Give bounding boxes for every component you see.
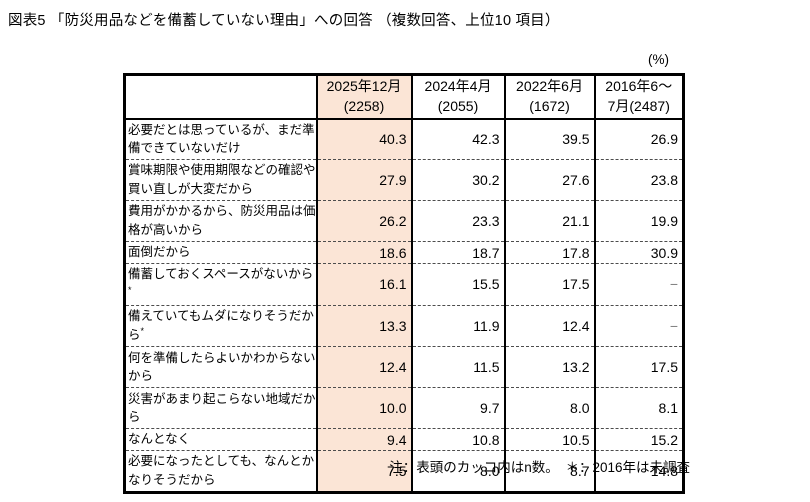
footnote: 注：表頭のカッコ内はn数。 ＊：2016年は未調査 xyxy=(389,460,690,475)
value-cell: 30.2 xyxy=(410,159,505,201)
value-cell: 19.9 xyxy=(593,200,684,242)
footnote-marker: * xyxy=(140,326,145,337)
row-label: 必要だとは思っているが、まだ準備できていないだけ xyxy=(128,122,315,156)
value-cell: 15.2 xyxy=(593,428,684,451)
value-cell: 17.5 xyxy=(503,263,595,306)
value-cell: 21.1 xyxy=(503,200,595,242)
col-header-line1: 2016年6～ xyxy=(605,78,673,95)
value-cell-na: − xyxy=(593,263,684,306)
value-cell: 10.0 xyxy=(315,387,412,429)
row-label: 何を準備したらよいかわからないから xyxy=(128,350,316,384)
row-label-cell: 備蓄しておくスペースがないから * xyxy=(123,263,317,306)
col-header-line1: 2025年12月 xyxy=(326,78,402,95)
col-header-2025-12: 2025年12月 (2258) xyxy=(315,74,412,120)
value-cell: 10.5 xyxy=(503,428,595,451)
value-cell: 10.8 xyxy=(410,428,505,451)
value-cell: 18.6 xyxy=(315,241,412,264)
survey-results-table: 2025年12月 (2258) 2024年4月 (2055) 2022年6月 (167… xyxy=(123,73,685,494)
value-cell: 42.3 xyxy=(410,118,505,160)
value-cell: 8.0 xyxy=(503,387,595,429)
value-cell: 27.9 xyxy=(315,159,412,201)
row-label-cell: 面倒だから xyxy=(123,241,317,264)
value-cell: 14.8 xyxy=(593,450,684,493)
row-label-cell: 備えていてもムダになりそうだから* xyxy=(123,304,317,347)
row-label-cell: 費用がかかるから、防災用品は価格が高いから xyxy=(123,200,317,242)
col-header-line2: (2258) xyxy=(343,97,385,114)
value-cell: 17.5 xyxy=(593,346,684,388)
table-row: 必要だとは思っているが、まだ準備できていないだけ 40.3 42.3 39.5 … xyxy=(123,118,684,160)
footnote-marker: * xyxy=(128,284,132,295)
value-cell-na: − xyxy=(593,304,684,347)
value-cell: 26.9 xyxy=(593,118,684,160)
value-cell: 8.0 xyxy=(410,450,505,493)
header-row: 2025年12月 (2258) 2024年4月 (2055) 2022年6月 (167… xyxy=(123,74,684,120)
col-header-2024-04: 2024年4月 (2055) xyxy=(410,74,505,120)
row-label: 必要になったとしても、なんとかなりそうだから xyxy=(128,454,315,488)
row-label: 賞味期限や使用期限などの確認や買い直しが大変だから xyxy=(128,163,316,196)
value-cell: 12.4 xyxy=(503,304,595,347)
row-label-cell: 必要になったとしても、なんとかなりそうだから xyxy=(123,450,317,493)
row-label: 災害があまり起こらない地域だから xyxy=(128,391,316,425)
value-cell: 17.8 xyxy=(503,241,595,264)
value-cell: 18.7 xyxy=(410,241,505,264)
table-row: 費用がかかるから、防災用品は価格が高いから 26.2 23.3 21.1 19.… xyxy=(123,200,684,242)
value-cell: 23.3 xyxy=(410,200,505,242)
col-header-line1: 2024年4月 xyxy=(424,78,492,95)
value-cell: 11.9 xyxy=(410,304,505,347)
value-cell: 13.2 xyxy=(503,346,595,388)
col-header-2016-06-07: 2016年6～ 7月(2487) xyxy=(593,74,684,120)
value-cell: 40.3 xyxy=(315,118,412,160)
table-row: 備蓄しておくスペースがないから * 16.1 15.5 17.5 − xyxy=(123,263,684,306)
value-cell: 13.3 xyxy=(315,304,412,347)
table-row: 必要になったとしても、なんとかなりそうだから 7.5 8.0 8.7 14.8 xyxy=(123,450,684,493)
value-cell: 16.1 xyxy=(315,263,412,306)
row-label: 備蓄しておくスペースがないから xyxy=(128,267,314,281)
value-cell: 8.1 xyxy=(593,387,684,429)
row-label: 費用がかかるから、防災用品は価格が高いから xyxy=(128,204,316,237)
row-label-cell: 賞味期限や使用期限などの確認や買い直しが大変だから xyxy=(123,159,317,201)
value-cell: 39.5 xyxy=(503,118,595,160)
value-cell: 11.5 xyxy=(410,346,505,388)
value-cell: 9.4 xyxy=(315,428,412,451)
figure-title: 図表5 「防災用品などを備蓄していない理由」への回答 （複数回答、上位10 項目… xyxy=(8,13,560,29)
col-header-line2: (1672) xyxy=(529,97,570,114)
row-label: 面倒だから xyxy=(128,245,191,260)
value-cell: 9.7 xyxy=(410,387,505,429)
table-row: 備えていてもムダになりそうだから* 13.3 11.9 12.4 − xyxy=(123,304,684,347)
unit-label: (%) xyxy=(648,52,669,67)
table-row: 災害があまり起こらない地域だから 10.0 9.7 8.0 8.1 xyxy=(123,387,684,429)
value-cell: 26.2 xyxy=(315,200,412,242)
value-cell: 7.5 xyxy=(315,450,412,493)
value-cell: 8.7 xyxy=(503,450,595,493)
col-header-2022-06: 2022年6月 (1672) xyxy=(503,74,595,120)
table-row: 賞味期限や使用期限などの確認や買い直しが大変だから 27.9 30.2 27.6… xyxy=(123,159,684,201)
table-row: 何を準備したらよいかわからないから 12.4 11.5 13.2 17.5 xyxy=(123,346,684,388)
row-label: なんとなく xyxy=(128,432,191,447)
value-cell: 23.8 xyxy=(593,159,684,201)
row-label-cell: 必要だとは思っているが、まだ準備できていないだけ xyxy=(123,118,317,160)
row-label-cell: 災害があまり起こらない地域だから xyxy=(123,387,317,429)
value-cell: 27.6 xyxy=(503,159,595,201)
empty-corner-cell xyxy=(123,74,317,120)
value-cell: 15.5 xyxy=(410,263,505,306)
value-cell: 30.9 xyxy=(593,241,684,264)
col-header-line2: 7月(2487) xyxy=(607,97,670,114)
row-label: 備えていてもムダになりそうだから xyxy=(128,308,314,343)
table-row: 面倒だから 18.6 18.7 17.8 30.9 xyxy=(123,241,684,264)
col-header-line2: (2055) xyxy=(437,97,479,114)
row-label-cell: 何を準備したらよいかわからないから xyxy=(123,346,317,388)
value-cell: 12.4 xyxy=(315,346,412,388)
col-header-line1: 2022年6月 xyxy=(516,78,583,95)
row-label-cell: なんとなく xyxy=(123,428,317,451)
table-row: なんとなく 9.4 10.8 10.5 15.2 xyxy=(123,428,684,451)
